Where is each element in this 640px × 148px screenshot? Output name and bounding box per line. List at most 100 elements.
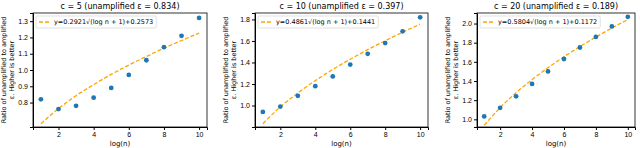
x-tick-label: 10 <box>196 131 204 138</box>
legend-box <box>36 16 156 28</box>
fit-line <box>484 20 628 126</box>
x-tick-label: 8 <box>162 131 166 138</box>
y-tick: 1.6 <box>240 38 255 45</box>
x-tick-label: 2 <box>499 131 503 138</box>
x-tick-mark <box>596 127 597 130</box>
data-point <box>39 97 44 102</box>
x-tick: 8 <box>384 127 388 138</box>
data-point <box>482 114 487 119</box>
data-point <box>74 103 79 108</box>
legend-label: y=0.4861√(log n + 1)+0.1441 <box>276 18 375 26</box>
y-tick-label: 1.4 <box>240 59 250 66</box>
legend-label: y=0.5804√(log n + 1)+0.1172 <box>498 18 597 26</box>
y-tick: 1.2 <box>18 34 33 41</box>
plot-area <box>39 15 202 123</box>
x-tick-label: 6 <box>563 131 567 138</box>
x-tick: 6 <box>349 127 353 138</box>
data-point <box>278 104 283 109</box>
data-point <box>562 57 567 62</box>
x-tick: 2 <box>57 127 61 138</box>
y-axis-title: Ratio of unamplified to amplified <box>444 17 452 124</box>
legend-box <box>480 16 600 28</box>
x-tick-mark <box>350 127 351 130</box>
data-point <box>578 45 583 50</box>
x-tick: 2 <box>279 127 283 138</box>
x-tick: 6 <box>563 127 567 138</box>
data-point <box>348 62 353 67</box>
data-point <box>514 94 519 99</box>
plot-area <box>260 15 422 124</box>
x-tick-mark <box>280 127 281 130</box>
chart-title: c = 20 (unamplified ε = 0.189) <box>494 2 618 11</box>
plot-area <box>482 14 630 125</box>
y-tick-label: 2.0 <box>462 20 472 27</box>
y-tick: 1.8 <box>462 39 477 46</box>
y-tick: 2.0 <box>462 20 477 27</box>
y-tick-mark <box>474 43 477 44</box>
x-tick: 4 <box>92 127 96 138</box>
data-point <box>365 51 370 56</box>
plot-frame <box>255 13 428 127</box>
y-tick: 1.2 <box>240 81 255 88</box>
x-tick: 4 <box>531 127 535 138</box>
x-tick-mark <box>94 127 95 130</box>
x-axis-title: log(n) <box>110 140 131 148</box>
x-tick-label: 10 <box>417 131 425 138</box>
y-tick-mark <box>252 19 255 20</box>
y-tick-mark <box>30 54 33 55</box>
data-point <box>418 15 423 20</box>
x-axis-line <box>34 128 208 131</box>
y-axis-title: ε. Higher is better <box>452 40 460 99</box>
y-tick-label: 1.4 <box>462 78 472 85</box>
y-tick-label: 0.9 <box>18 83 28 90</box>
data-point <box>498 105 503 110</box>
data-point <box>609 24 614 29</box>
legend: y=0.5804√(log n + 1)+0.1172 <box>480 16 600 28</box>
y-tick: 1.8 <box>240 16 255 23</box>
y-tick: 0.8 <box>18 99 33 106</box>
x-tick: 10 <box>417 127 425 138</box>
y-tick-mark <box>252 62 255 63</box>
y-axis-title: ε. Higher is better <box>8 40 16 99</box>
y-tick: 1.3 <box>18 18 33 25</box>
x-axis-line <box>256 128 429 131</box>
y-tick-mark <box>252 84 255 85</box>
data-point <box>313 84 318 89</box>
y-axis-title: ε. Higher is better <box>230 40 238 99</box>
y-tick-label: 1.2 <box>462 97 472 104</box>
data-point <box>530 81 535 86</box>
x-tick: 10 <box>624 127 632 138</box>
x-axis-line <box>478 128 636 131</box>
chart-title: c = 10 (unamplified ε = 0.397) <box>279 2 403 11</box>
x-tick-mark <box>164 127 165 130</box>
y-axis: 1.01.21.41.61.82.0 <box>462 14 477 128</box>
data-point <box>625 14 630 19</box>
data-point <box>260 110 265 115</box>
fit-line <box>41 33 199 124</box>
y-axis: 0.80.91.01.11.21.3 <box>18 14 33 128</box>
subplot: 2468101.01.21.41.61.82.0c = 20 (unamplif… <box>444 2 636 148</box>
y-tick-mark <box>252 105 255 106</box>
x-tick-label: 8 <box>384 131 388 138</box>
data-point <box>383 41 388 46</box>
y-tick-label: 1.0 <box>462 116 472 123</box>
x-axis: 246810 <box>256 127 429 138</box>
y-tick-mark <box>252 41 255 42</box>
y-tick-label: 1.2 <box>18 34 28 41</box>
x-tick-mark <box>385 127 386 130</box>
y-tick-mark <box>474 62 477 63</box>
chart-title: c = 5 (unamplified ε = 0.834) <box>60 2 179 11</box>
y-tick-mark <box>474 100 477 101</box>
x-tick-mark <box>129 127 130 130</box>
y-axis-title: Ratio of unamplified to amplified <box>222 17 230 124</box>
data-point <box>593 35 598 40</box>
x-axis: 2 4 6 8 10 <box>478 127 636 138</box>
data-point <box>126 72 131 77</box>
plot-frame <box>477 13 635 127</box>
subplot: 2468100.80.91.01.11.21.3c = 5 (unamplifi… <box>0 2 208 148</box>
x-tick-label: 8 <box>594 131 598 138</box>
legend-swatch <box>483 21 495 22</box>
x-tick-label: 2 <box>279 131 283 138</box>
y-axis-title: Ratio of unamplified to amplified <box>0 17 8 124</box>
y-tick-label: 1.1 <box>18 50 28 57</box>
